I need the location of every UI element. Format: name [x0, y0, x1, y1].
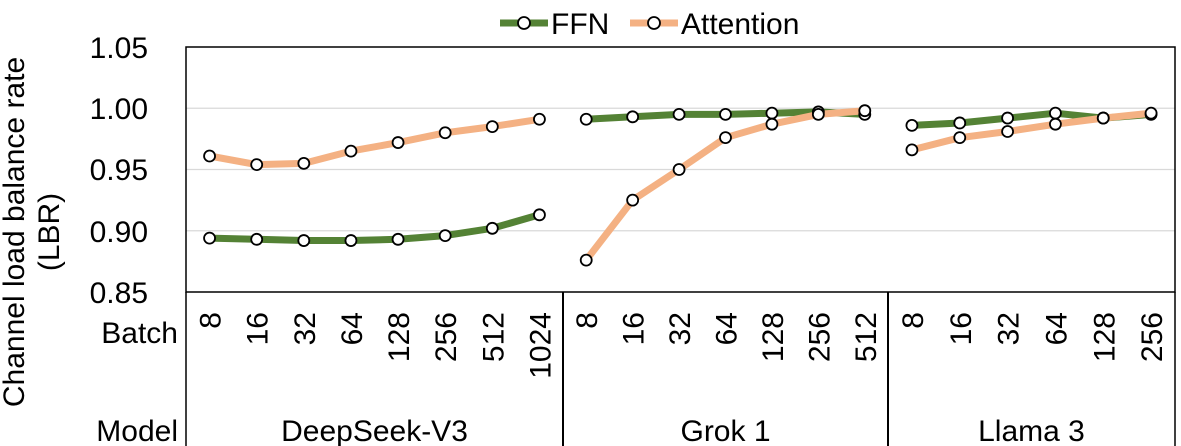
batch-label: 64 — [1040, 312, 1073, 345]
model-label: DeepSeek-V3 — [281, 415, 468, 446]
batch-label: 256 — [430, 312, 463, 362]
row-label-batch: Batch — [101, 317, 178, 350]
series-line-ffn — [206, 211, 543, 244]
model-labels: DeepSeek-V3 Grok 1 Llama 3 — [281, 415, 1085, 446]
series-line-attention — [908, 109, 1155, 154]
data-point-attention — [297, 156, 311, 170]
data-point-ffn — [719, 107, 732, 121]
batch-label: 16 — [242, 312, 275, 345]
y-tick-label: 0.95 — [90, 154, 148, 187]
batch-label: 8 — [195, 312, 228, 329]
data-point-ffn — [438, 229, 452, 243]
data-point-ffn — [953, 116, 967, 130]
batch-label: 8 — [571, 312, 604, 329]
data-point-attention — [765, 117, 779, 131]
axes — [185, 46, 1176, 446]
data-point-attention — [485, 120, 499, 134]
data-point-ffn — [203, 231, 216, 245]
model-label: Llama 3 — [978, 415, 1085, 446]
data-point-attention — [250, 158, 264, 172]
plot-frame — [185, 46, 1176, 293]
data-point-attention — [579, 253, 593, 267]
data-point-ffn — [579, 112, 593, 126]
legend-attention-label: Attention — [681, 8, 799, 41]
data-point-ffn — [344, 234, 358, 247]
data-point-ffn — [533, 208, 546, 222]
batch-label: 256 — [1136, 312, 1169, 362]
batch-label: 64 — [336, 312, 369, 345]
data-point-attention — [203, 149, 216, 163]
data-point-attention — [811, 107, 825, 121]
series-markers — [203, 104, 1158, 267]
data-point-attention — [438, 126, 452, 140]
legend-attention-marker — [647, 16, 661, 30]
data-point-attention — [672, 163, 686, 176]
data-point-attention — [533, 112, 546, 126]
legend: FFN Attention — [500, 8, 799, 41]
legend-ffn-marker — [517, 16, 531, 30]
batch-label: 32 — [993, 312, 1026, 345]
data-point-ffn — [250, 232, 264, 246]
data-point-attention — [905, 143, 919, 157]
batch-label: 1024 — [524, 312, 557, 379]
data-point-attention — [858, 104, 872, 118]
y-tick-label: 0.90 — [90, 216, 148, 249]
row-label-model: Model — [96, 415, 178, 446]
data-point-attention — [719, 131, 732, 145]
batch-label: 512 — [477, 312, 510, 362]
data-point-ffn — [626, 110, 640, 124]
data-point-ffn — [297, 234, 311, 247]
y-tick-labels: 1.05 1.00 0.95 0.90 0.85 — [90, 32, 148, 310]
model-label: Grok 1 — [680, 415, 770, 446]
batch-label: 256 — [803, 312, 836, 362]
y-tick-label: 0.85 — [90, 277, 148, 310]
batch-label: 16 — [945, 312, 978, 345]
batch-labels: 8 16 32 64 128 256 512 1024 8 16 32 64 128 256 512 8 16 3… — [195, 312, 1169, 379]
y-axis-title-line2: (LBR) — [33, 193, 66, 271]
data-point-ffn — [672, 107, 686, 121]
batch-label: 512 — [850, 312, 883, 362]
y-tick-label: 1.00 — [90, 93, 148, 126]
series-line-attention — [206, 115, 543, 169]
y-tick-label: 1.05 — [90, 32, 148, 65]
data-point-ffn — [1049, 106, 1062, 120]
data-point-attention — [1049, 117, 1062, 131]
data-point-attention — [626, 193, 640, 207]
batch-label: 128 — [757, 312, 790, 362]
data-point-attention — [344, 144, 358, 158]
batch-label: 16 — [618, 312, 651, 345]
legend-ffn-label: FFN — [551, 8, 609, 41]
batch-label: 32 — [289, 312, 322, 345]
data-point-ffn — [905, 119, 919, 132]
data-point-attention — [391, 136, 405, 149]
y-axis-title-line1: Channel load balance rate — [0, 57, 31, 407]
data-point-attention — [1096, 111, 1110, 125]
batch-label: 128 — [1088, 312, 1121, 362]
batch-label: 8 — [897, 312, 930, 329]
data-point-attention — [1001, 125, 1014, 138]
data-point-attention — [953, 131, 967, 145]
data-point-attention — [1144, 106, 1158, 120]
data-point-ffn — [391, 232, 405, 246]
data-point-ffn — [1001, 111, 1014, 125]
data-point-ffn — [485, 221, 499, 235]
batch-label: 128 — [383, 312, 416, 362]
batch-label: 64 — [711, 312, 744, 345]
data-point-ffn — [765, 106, 779, 120]
batch-label: 32 — [664, 312, 697, 345]
